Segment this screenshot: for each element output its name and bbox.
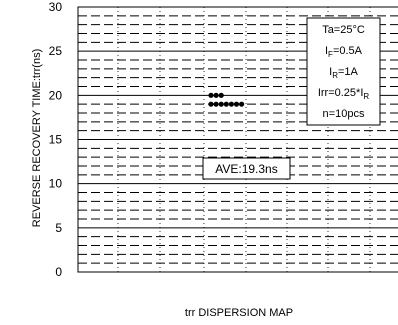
- data-point: [213, 92, 219, 98]
- y-tick-label: 25: [49, 44, 63, 58]
- y-axis-title: REVERSE RECOVERY TIME:trr(ns): [31, 49, 43, 227]
- data-point: [228, 101, 234, 107]
- conditions-box: [306, 17, 381, 126]
- data-point: [213, 101, 219, 107]
- condition-n: n=10pcs: [323, 108, 365, 120]
- average-annotation: AVE:19.3ns: [202, 157, 291, 180]
- data-point: [218, 101, 224, 107]
- y-tick-label: 10: [49, 177, 63, 191]
- x-axis-title: trr DISPERSION MAP: [185, 307, 293, 319]
- data-points: [208, 92, 245, 107]
- condition-irr: Irr=0.25*IR: [318, 87, 370, 101]
- y-tick-label: 30: [49, 0, 63, 14]
- average-box: [202, 157, 291, 180]
- condition-if: IF=0.5A: [325, 45, 363, 59]
- data-point: [218, 92, 224, 98]
- y-tick-label: 5: [55, 221, 62, 235]
- data-point: [208, 92, 214, 98]
- data-point: [208, 101, 214, 107]
- data-point: [223, 101, 229, 107]
- condition-ta: Ta=25°C: [322, 24, 365, 36]
- condition-ir: IR=1A: [329, 66, 358, 80]
- data-point: [239, 101, 245, 107]
- plot-frame: [77, 6, 398, 273]
- y-tick-label: 0: [55, 265, 62, 279]
- data-point: [233, 101, 240, 107]
- y-tick-labels: 0 5 10 15 20 25 30: [49, 0, 63, 279]
- conditions-annotation: Ta=25°C IF=0.5A IR=1A Irr=0.25*IR n=10pc…: [306, 17, 381, 126]
- y-tick-label: 20: [49, 88, 63, 102]
- average-label: AVE:19.3ns: [215, 162, 277, 176]
- y-tick-label: 15: [49, 133, 63, 147]
